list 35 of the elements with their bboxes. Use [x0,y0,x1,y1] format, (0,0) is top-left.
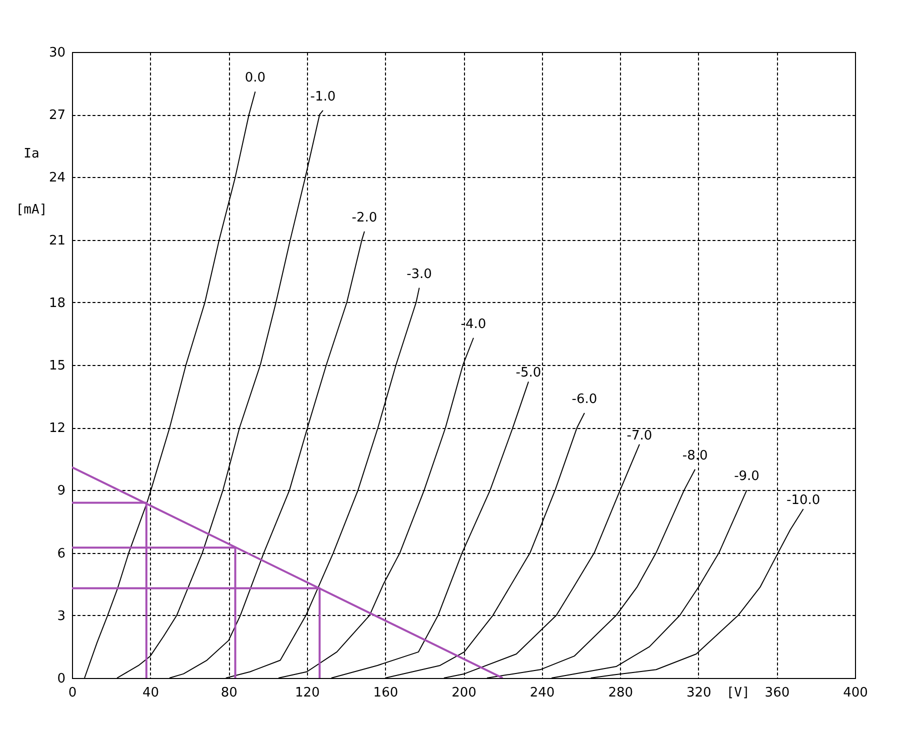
series-label: -4.0 [460,316,486,332]
y-tick-label: 21 [48,233,66,248]
x-tick-label: 80 [220,686,238,700]
y-tick-label: 0 [57,672,66,686]
x-tick-label: 240 [530,686,555,700]
x-tick-label: 40 [142,686,160,700]
text: Ia [mA] [16,146,48,218]
y-tick-label: 30 [48,46,66,60]
y-tick-label: 24 [48,170,66,186]
y-tick-label: 15 [48,358,66,374]
series-label: -8.0 [682,448,708,464]
series-label: -1.0 [310,89,336,104]
series-label: -3.0 [406,266,432,282]
y-tick-label: 18 [48,296,66,311]
series-label: -7.0 [626,428,652,444]
series-label: -6.0 [572,392,598,407]
x-axis-title: [V] [726,686,750,700]
x-tick-label: 200 [452,686,476,700]
x-tick-label: 120 [294,686,320,700]
y-tick-label: 6 [57,546,66,562]
y-tick-label: 3 [57,608,66,624]
series-label: -10.0 [786,492,820,508]
series-label: -2.0 [352,210,378,226]
series-label: 0.0 [244,70,266,86]
y-tick-label: 12 [48,421,66,436]
series-label: -5.0 [516,366,542,381]
x-tick-label: 280 [608,686,634,700]
x-tick-label: 400 [843,686,868,700]
x-tick-label: 0 [68,686,77,700]
x-tick-label: 360 [764,686,790,700]
x-tick-label: 160 [373,686,398,700]
y-tick-label: 27 [48,108,66,124]
y-tick-label: 9 [57,484,66,499]
x-tick-label: 320 [686,686,712,700]
series-label: -9.0 [734,469,760,484]
